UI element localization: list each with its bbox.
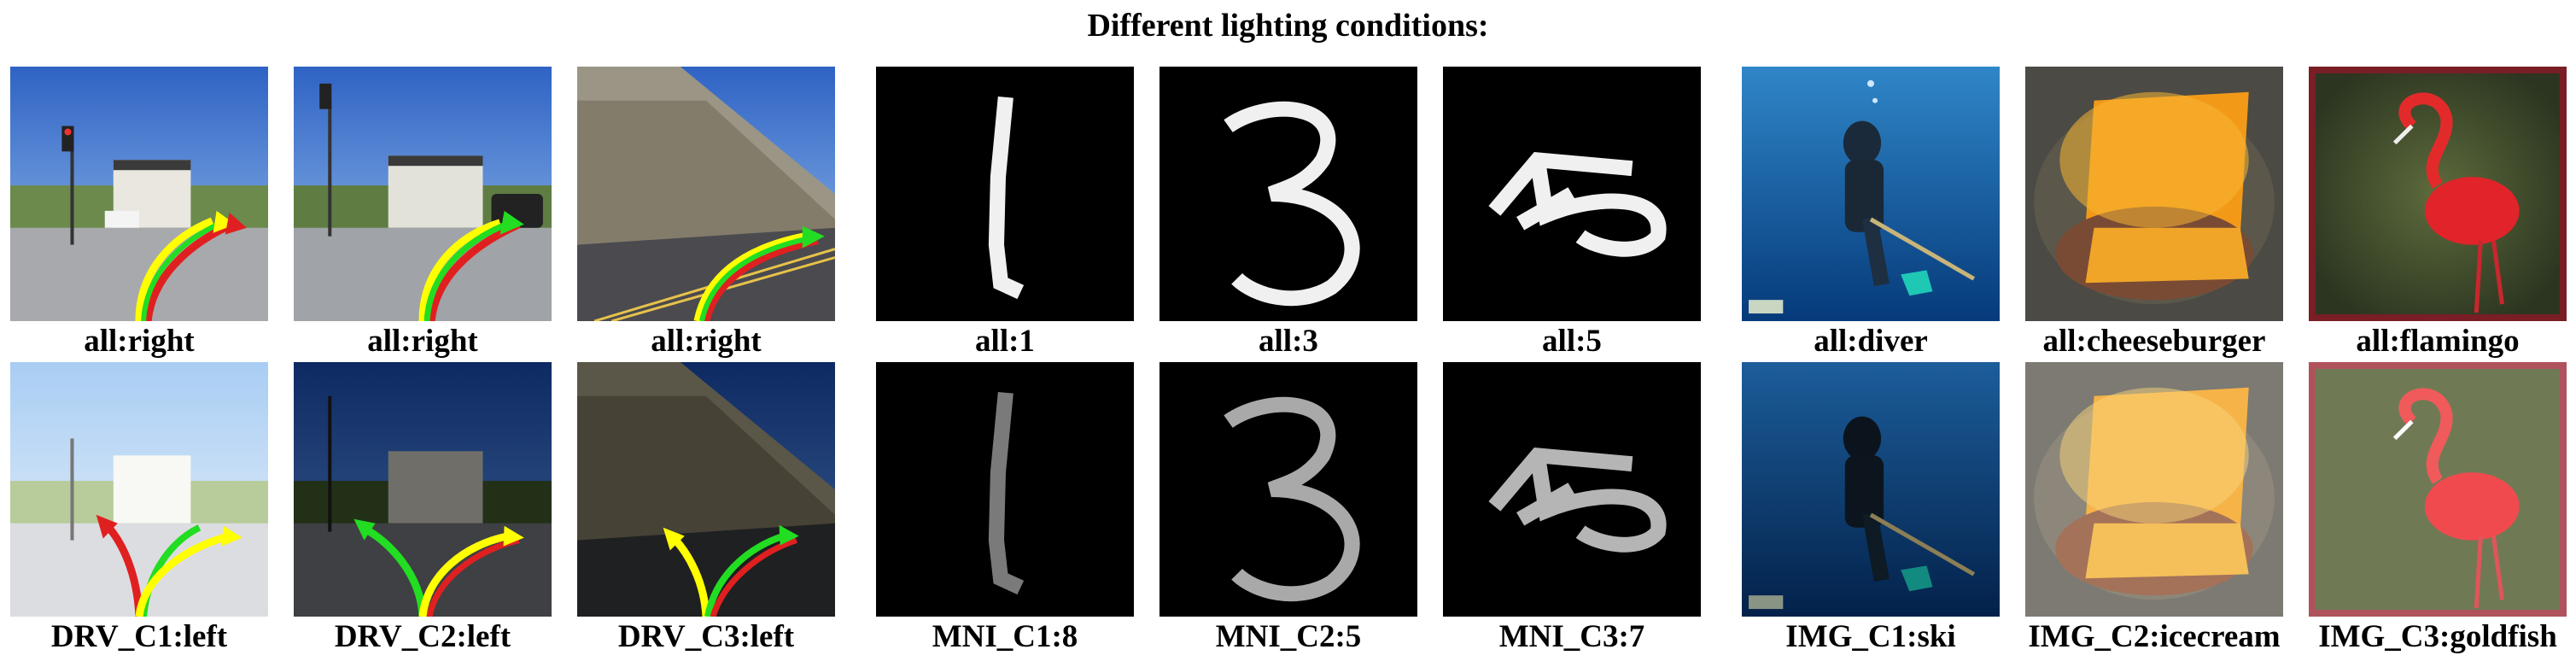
driving-image-intersection bbox=[294, 362, 552, 617]
cheeseburger-image bbox=[2025, 67, 2283, 321]
mnist-image-digit bbox=[1159, 67, 1417, 321]
flamingo-image bbox=[2309, 362, 2567, 617]
mnist-image-digit bbox=[876, 67, 1134, 321]
panel-caption: MNI_C2:5 bbox=[1215, 619, 1362, 654]
panel-caption: all:right bbox=[651, 324, 762, 359]
driving-image-intersection bbox=[294, 67, 552, 321]
driving-image-hillside bbox=[577, 362, 835, 617]
flamingo-image bbox=[2309, 67, 2567, 321]
panel-caption: all:flamingo bbox=[2356, 324, 2520, 359]
driving-image-intersection bbox=[10, 362, 268, 617]
panel-caption: MNI_C3:7 bbox=[1498, 619, 1645, 654]
mnist-image-digit bbox=[1159, 362, 1417, 617]
mnist-image-digit bbox=[1443, 67, 1701, 321]
panel-caption: IMG_C1:ski bbox=[1785, 619, 1956, 654]
panel-caption: DRV_C2:left bbox=[334, 619, 511, 654]
panel-caption: IMG_C3:goldfish bbox=[2318, 619, 2557, 654]
panel-caption: DRV_C3:left bbox=[617, 619, 795, 654]
panel-caption: all:diver bbox=[1814, 324, 1928, 359]
driving-image-intersection bbox=[10, 67, 268, 321]
panel-caption: all:3 bbox=[1259, 324, 1318, 359]
driving-image-hillside bbox=[577, 67, 835, 321]
panel-caption: DRV_C1:left bbox=[50, 619, 228, 654]
panel-caption: all:1 bbox=[975, 324, 1035, 359]
figure-title: Different lighting conditions: bbox=[1087, 8, 1489, 44]
mnist-image-digit bbox=[876, 362, 1134, 617]
panel-caption: all:5 bbox=[1542, 324, 1602, 359]
panel-caption: all:right bbox=[367, 324, 478, 359]
mnist-image-digit bbox=[1443, 362, 1701, 617]
panel-caption: MNI_C1:8 bbox=[932, 619, 1078, 654]
panel-caption: all:cheeseburger bbox=[2042, 324, 2266, 359]
diver-image bbox=[1742, 67, 2000, 321]
panel-caption: IMG_C2:icecream bbox=[2028, 619, 2281, 654]
cheeseburger-image bbox=[2025, 362, 2283, 617]
panel-caption: all:right bbox=[84, 324, 195, 359]
diver-image bbox=[1742, 362, 2000, 617]
